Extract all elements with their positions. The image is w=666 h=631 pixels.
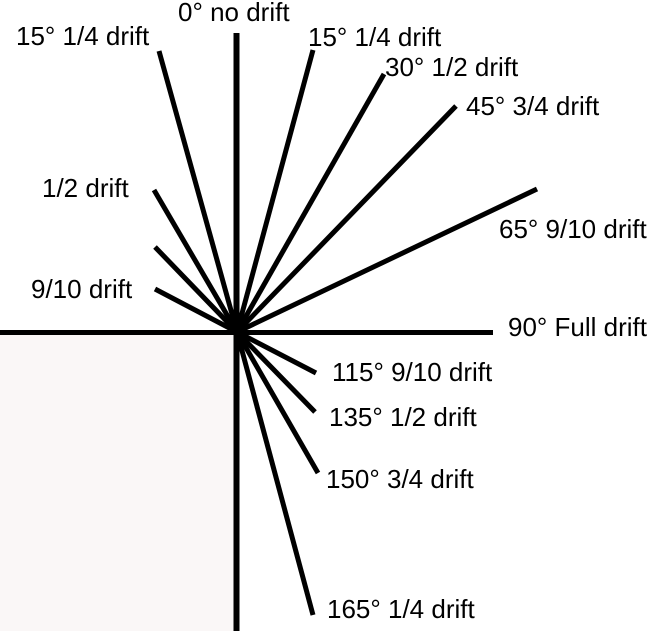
ray-135deg — [235, 330, 317, 414]
ray-150deg — [234, 330, 321, 475]
label-left-9-10-drift: 9/10 drift — [31, 274, 133, 304]
ray-left-30deg — [151, 188, 240, 334]
ray-right-30deg — [234, 72, 387, 334]
ray-165deg — [234, 331, 316, 616]
label-90deg-full-drift: 90° Full drift — [508, 312, 648, 342]
label-150deg: 150° 3/4 drift — [326, 464, 474, 494]
label-left-15deg: 15° 1/4 drift — [16, 21, 150, 51]
label-165deg: 165° 1/4 drift — [327, 594, 475, 624]
lower-left-quadrant — [0, 335, 234, 631]
label-135deg: 135° 1/2 drift — [329, 402, 477, 432]
label-right-30deg: 30° 1/2 drift — [385, 52, 519, 82]
label-115deg: 115° 9/10 drift — [332, 357, 493, 387]
ray-left-45deg — [153, 245, 239, 334]
ray-left-65deg — [153, 286, 239, 335]
ray-right-15deg — [234, 49, 316, 333]
ray-left-15deg — [156, 50, 240, 333]
label-0deg-no-drift: 0° no drift — [178, 0, 290, 27]
ray-115deg — [235, 329, 318, 376]
label-right-15deg: 15° 1/4 drift — [308, 22, 442, 52]
label-left-half-drift: 1/2 drift — [42, 173, 129, 203]
ray-right-45deg — [235, 104, 458, 334]
label-right-65deg: 65° 9/10 drift — [499, 214, 647, 244]
label-right-45deg: 45° 3/4 drift — [466, 91, 600, 121]
ray-right-65deg — [235, 186, 539, 335]
